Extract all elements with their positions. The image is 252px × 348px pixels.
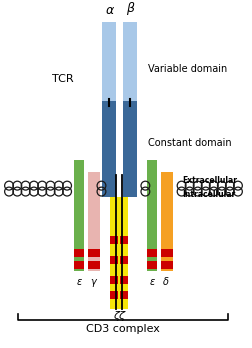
Text: CD3 complex: CD3 complex [86, 324, 160, 334]
Bar [120, 291, 128, 299]
Text: Constant domain: Constant domain [148, 138, 232, 148]
Bar [110, 256, 118, 264]
Bar [147, 261, 157, 269]
Text: TCR: TCR [52, 73, 73, 84]
Text: α: α [105, 5, 113, 17]
Text: ζζ: ζζ [113, 311, 125, 322]
Bar [120, 256, 128, 264]
Bar [110, 291, 118, 299]
Text: β: β [126, 2, 134, 15]
Bar [103, 22, 116, 101]
Text: δ: δ [163, 277, 169, 287]
Bar [161, 261, 173, 269]
Text: Variable domain: Variable domain [148, 64, 228, 74]
Bar [123, 101, 137, 197]
Text: Intracellular: Intracellular [182, 190, 236, 198]
Bar [88, 261, 100, 269]
Bar [147, 249, 157, 257]
Bar [123, 22, 137, 105]
Bar [74, 160, 84, 271]
Bar [110, 276, 118, 284]
Bar [120, 237, 128, 244]
Bar [161, 172, 173, 271]
Bar [88, 249, 100, 257]
Text: Extracellular: Extracellular [182, 176, 237, 185]
Text: ε: ε [76, 277, 82, 287]
Bar [88, 172, 100, 271]
Bar [120, 276, 128, 284]
Bar [103, 101, 116, 197]
Bar [110, 237, 118, 244]
Bar [161, 249, 173, 257]
Text: γ: γ [90, 277, 96, 287]
Bar [147, 160, 157, 271]
Text: ε: ε [150, 277, 155, 287]
Bar [110, 197, 128, 309]
Bar [74, 261, 84, 269]
Bar [74, 249, 84, 257]
